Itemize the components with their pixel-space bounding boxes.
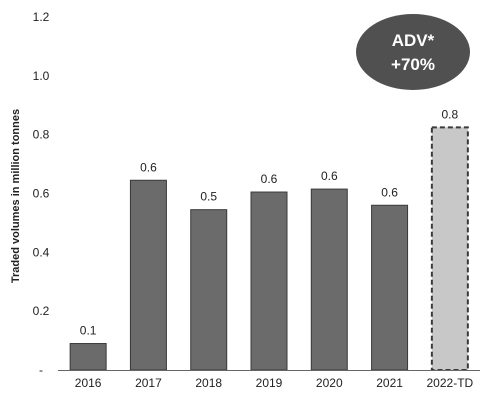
y-axis-label: Traded volumes in million tonnes xyxy=(10,109,22,283)
data-label: 0.1 xyxy=(80,324,97,338)
data-labels: 0.1 0.6 0.5 0.6 0.6 0.6 0.8 xyxy=(80,107,459,337)
y-tick-label: 0.4 xyxy=(33,245,50,259)
bar xyxy=(190,209,228,371)
badge-text-line1: ADV* xyxy=(392,31,435,50)
data-label: 0.5 xyxy=(200,190,217,204)
x-tick-label: 2019 xyxy=(256,376,283,390)
y-tick-label: 1.2 xyxy=(33,10,50,24)
x-tick-label: 2022-TD xyxy=(427,376,474,390)
y-tick-label: - xyxy=(39,363,43,377)
bar xyxy=(69,343,107,371)
bar xyxy=(250,191,288,371)
y-tick-label: 0.6 xyxy=(33,187,50,201)
y-tick-label: 1.0 xyxy=(33,69,50,83)
x-axis-ticks: 2016 2017 2018 2019 2020 2021 2022-TD xyxy=(75,376,474,390)
x-tick-label: 2020 xyxy=(316,376,343,390)
x-tick-label: 2021 xyxy=(376,376,403,390)
y-tick-label: 0.2 xyxy=(33,304,50,318)
y-axis-label-group: Traded volumes in million tonnes xyxy=(10,109,22,283)
data-label: 0.6 xyxy=(140,160,157,174)
x-tick-label: 2016 xyxy=(75,376,102,390)
x-tick-label: 2018 xyxy=(195,376,222,390)
data-label: 0.6 xyxy=(381,185,398,199)
data-label: 0.8 xyxy=(442,107,459,121)
badge-text-line2: +70% xyxy=(391,55,435,74)
y-tick-label: 0.8 xyxy=(33,128,50,142)
x-tick-label: 2017 xyxy=(135,376,162,390)
adv-annotation-badge: ADV* +70% xyxy=(356,14,470,90)
bar-highlight xyxy=(430,126,469,371)
badge-ellipse xyxy=(356,14,470,90)
y-axis-ticks: - 0.2 0.4 0.6 0.8 1.0 1.2 xyxy=(33,10,50,377)
bar xyxy=(371,204,409,371)
data-label: 0.6 xyxy=(261,172,278,186)
bar xyxy=(310,188,348,371)
bars xyxy=(69,126,469,371)
bar xyxy=(129,179,167,371)
data-label: 0.6 xyxy=(321,169,338,183)
